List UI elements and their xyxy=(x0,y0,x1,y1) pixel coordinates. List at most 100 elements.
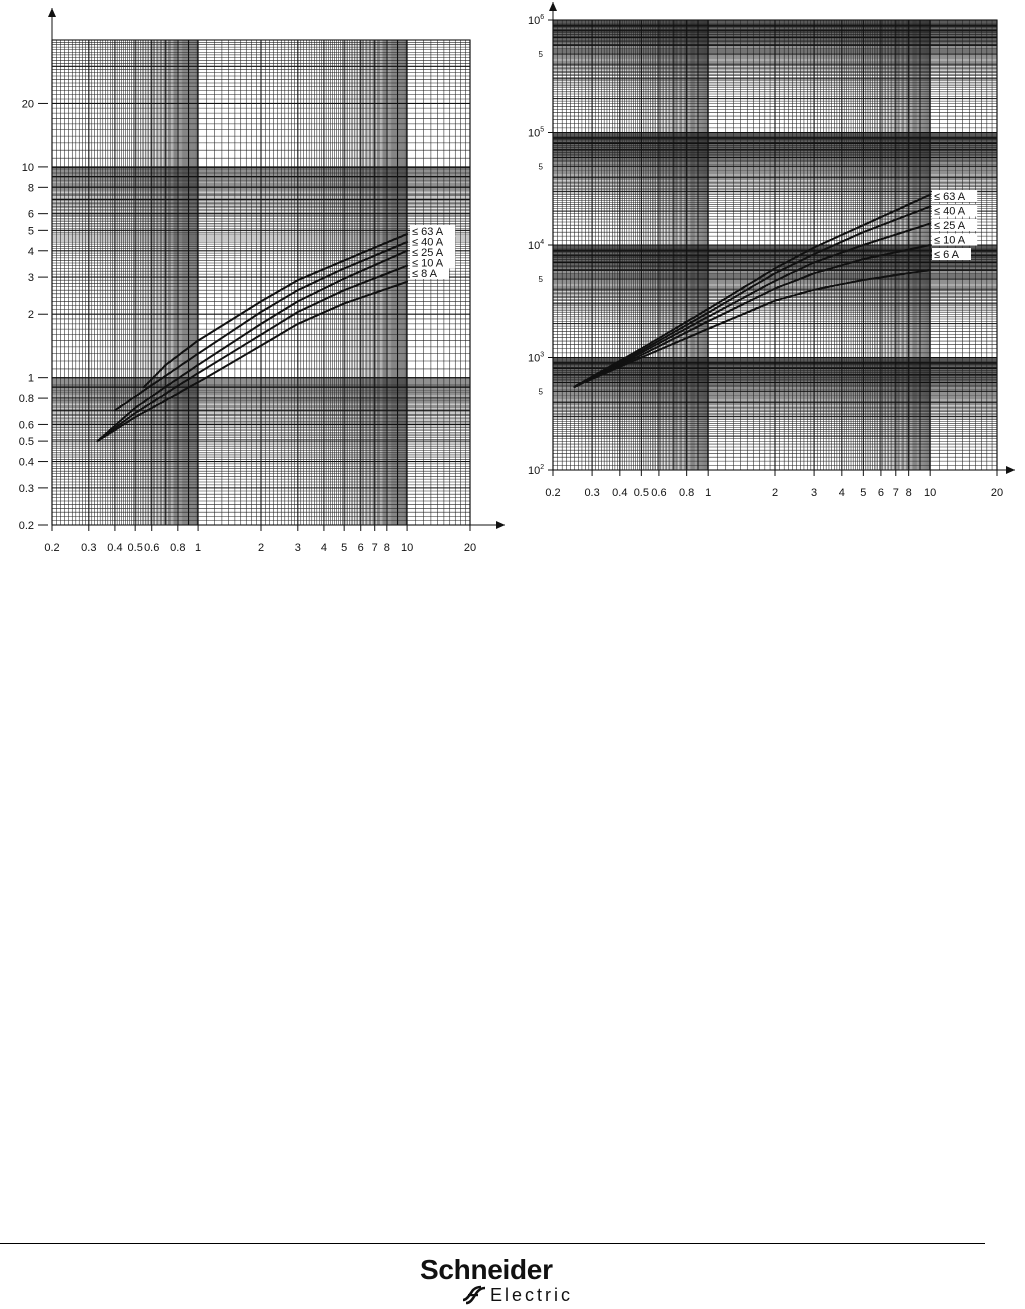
x-tick-label: 0.4 xyxy=(107,542,122,554)
series-label: ≤ 63 A xyxy=(412,226,444,238)
x-tick-label: 2 xyxy=(772,487,778,499)
brand-subtitle: Electric xyxy=(490,1285,574,1305)
series-label: ≤ 6 A xyxy=(934,249,960,261)
x-tick-label: 3 xyxy=(811,487,817,499)
x-tick-label: 10 xyxy=(924,487,936,499)
x-tick-label: 7 xyxy=(372,542,378,554)
x-tick-label: 0.8 xyxy=(679,487,694,499)
y-axis-arrow-icon xyxy=(549,2,557,11)
chart-right: 0.2 0.3 0.4 0.5 0.6 0.8 1 2 3 4 5 6 7 8 10 201021031041… xyxy=(528,2,1015,499)
x-tick-label: 2 xyxy=(258,542,264,554)
y-tick-label: 0.8 xyxy=(19,393,34,405)
y-tick-label: 20 xyxy=(22,98,34,110)
x-tick-label: 6 xyxy=(358,542,364,554)
series-label-bg xyxy=(410,267,449,279)
x-tick-labels: 0.2 0.3 0.4 0.5 0.6 0.8 1 2 3 4 5 6 7 8 10 20 xyxy=(44,525,476,554)
y-tick-label: 103 xyxy=(528,352,544,365)
series-line-0 xyxy=(142,233,409,389)
series-label-bg xyxy=(410,235,456,248)
series-label: ≤ 10 A xyxy=(412,258,444,270)
series-line-0 xyxy=(573,193,932,388)
y-minor-tick-label: 5 xyxy=(539,162,544,171)
x-tick-label: 8 xyxy=(384,542,390,554)
series-labels: ≤ 63 A ≤ 40 A ≤ 25 A ≤ 10 A ≤ 6 A xyxy=(932,190,978,261)
series-label: ≤ 25 A xyxy=(934,220,966,232)
series xyxy=(96,233,409,443)
x-tick-label: 3 xyxy=(295,542,301,554)
y-tick-label: 1 xyxy=(28,373,34,385)
series-line-3 xyxy=(573,244,932,388)
y-tick-label: 8 xyxy=(28,182,34,194)
series-line-2 xyxy=(96,249,409,443)
y-minor-tick-label: 5 xyxy=(539,387,544,396)
x-tick-label: 1 xyxy=(705,487,711,499)
series xyxy=(573,193,932,388)
x-tick-label: 1 xyxy=(195,542,201,554)
grid xyxy=(552,19,998,471)
x-tick-label: 0.4 xyxy=(612,487,627,499)
y-axis-arrow-icon xyxy=(48,8,56,17)
y-tick-label: 106 xyxy=(528,14,544,27)
y-tick-label: 0.2 xyxy=(19,520,34,532)
y-tick-label: 105 xyxy=(528,127,544,140)
y-tick-label: 102 xyxy=(528,464,544,477)
x-tick-label: 20 xyxy=(991,487,1003,499)
y-tick-label: 3 xyxy=(28,272,34,284)
y-tick-label: 5 xyxy=(28,225,34,237)
x-tick-label: 0.5 xyxy=(634,487,649,499)
x-tick-label: 0.2 xyxy=(44,542,59,554)
series-label: ≤ 10 A xyxy=(934,235,966,247)
series-line-4 xyxy=(573,269,932,388)
series-label-bg xyxy=(410,246,456,258)
series-label-bg xyxy=(932,219,978,231)
y-tick-label: 104 xyxy=(528,239,544,252)
series-label: ≤ 63 A xyxy=(934,191,966,203)
x-tick-label: 0.2 xyxy=(545,487,560,499)
x-tick-label: 0.6 xyxy=(144,542,159,554)
series-label: ≤ 40 A xyxy=(412,237,444,249)
schneider-mark-icon xyxy=(462,1285,486,1305)
series-label-bg xyxy=(410,256,456,269)
x-tick-label: 20 xyxy=(464,542,476,554)
schneider-electric-logo: Schneider Electric xyxy=(0,1252,1025,1308)
y-tick-label: 4 xyxy=(28,246,34,258)
x-tick-label: 7 xyxy=(893,487,899,499)
series-label: ≤ 25 A xyxy=(412,247,444,259)
x-tick-label: 0.8 xyxy=(170,542,185,554)
x-axis-arrow-icon xyxy=(1006,466,1015,474)
x-tick-label: 0.6 xyxy=(651,487,666,499)
series-label: ≤ 40 A xyxy=(934,206,966,218)
series-label-bg xyxy=(932,248,971,260)
series-label-bg xyxy=(932,190,978,202)
x-tick-label: 0.3 xyxy=(584,487,599,499)
y-tick-label: 10 xyxy=(22,162,34,174)
x-axis-arrow-icon xyxy=(496,521,505,529)
series-line-1 xyxy=(113,241,409,412)
charts-canvas: 0.2 0.3 0.4 0.5 0.6 0.8 1 2 3 4 5 6 7 8 10 200.20.30.40… xyxy=(19,2,1015,554)
x-tick-label: 0.5 xyxy=(128,542,143,554)
series-line-1 xyxy=(573,205,932,388)
series-label-bg xyxy=(932,233,978,246)
series-label-bg xyxy=(410,225,456,237)
grid xyxy=(51,39,471,526)
axes xyxy=(549,2,1015,474)
chart-left: 0.2 0.3 0.4 0.5 0.6 0.8 1 2 3 4 5 6 7 8 10 200.20.30.40… xyxy=(19,8,505,554)
series-line-2 xyxy=(573,222,932,388)
series-line-3 xyxy=(96,264,409,443)
x-tick-label: 10 xyxy=(401,542,413,554)
x-tick-label: 6 xyxy=(878,487,884,499)
y-tick-label: 2 xyxy=(28,309,34,321)
y-tick-label: 6 xyxy=(28,209,34,221)
y-tick-label: 0.6 xyxy=(19,419,34,431)
axes xyxy=(48,8,505,529)
y-tick-labels: 0.2 0.3 0.4 0.5 0.6 0.8 1 2 3 4 5 6 8 10 20 xyxy=(19,98,48,532)
y-minor-tick-label: 5 xyxy=(539,50,544,59)
x-tick-label: 4 xyxy=(839,487,845,499)
series-labels: ≤ 63 A≤ 40 A≤ 25 A≤ 10 A≤ 8 A xyxy=(410,225,456,280)
x-tick-label: 5 xyxy=(860,487,866,499)
x-tick-label: 8 xyxy=(906,487,912,499)
x-tick-label: 0.3 xyxy=(81,542,96,554)
x-tick-label: 5 xyxy=(341,542,347,554)
series-line-4 xyxy=(96,280,409,443)
brand-name: Schneider xyxy=(420,1254,553,1285)
